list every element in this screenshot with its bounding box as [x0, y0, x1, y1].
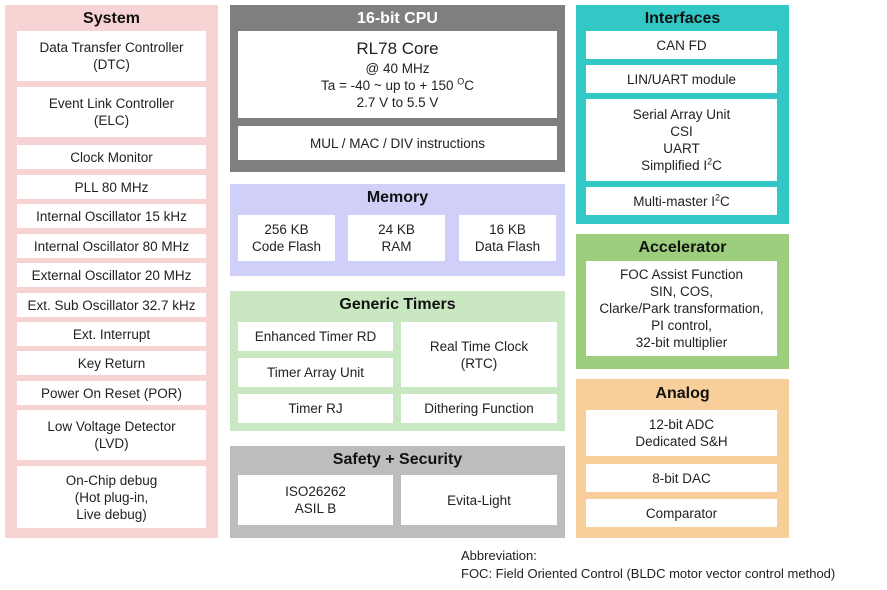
- abbreviation-heading: Abbreviation:: [461, 548, 537, 563]
- system-item: Ext. Interrupt: [17, 322, 206, 346]
- serial-array-unit-box: Serial Array Unit CSI UART Simplified I2…: [586, 99, 777, 181]
- system-item-line: Power On Reset (POR): [40, 385, 183, 401]
- sau-line3: UART: [663, 141, 700, 156]
- memory-panel: Memory 256 KB Code Flash 24 KB RAM 16 KB Data…: [230, 184, 565, 276]
- system-item: On-Chip debug (Hot plug-in, Live debug): [17, 466, 206, 528]
- memory-item-line: 24 KB: [378, 222, 415, 237]
- system-item: Key Return: [17, 351, 206, 375]
- lin-uart-box: LIN/UART module: [586, 65, 777, 93]
- accelerator-panel: Accelerator FOC Assist Function SIN, COS,…: [576, 234, 789, 369]
- accelerator-line: FOC Assist Function: [619, 267, 744, 282]
- accelerator-title: Accelerator: [638, 239, 727, 256]
- adc-box: 12-bit ADC Dedicated S&H: [586, 410, 777, 456]
- system-item-line: External Oscillator 20 MHz: [31, 267, 192, 283]
- system-item-line: Clock Monitor: [70, 149, 153, 165]
- timer-rj-box: Timer RJ: [238, 394, 393, 423]
- memory-item-line: Data Flash: [474, 239, 541, 254]
- system-item-line: Low Voltage Detector: [47, 419, 176, 434]
- rtc-box: Real Time Clock (RTC): [401, 322, 557, 387]
- dithering-function-box: Dithering Function: [401, 394, 557, 423]
- sau-line2: CSI: [670, 124, 693, 139]
- analog-title: Analog: [655, 385, 710, 402]
- system-item: Internal Oscillator 15 kHz: [17, 204, 206, 228]
- system-item-line: (DTC): [93, 57, 130, 72]
- system-item-line: Internal Oscillator 80 MHz: [33, 238, 190, 254]
- system-item-line: Live debug): [76, 506, 147, 522]
- system-item: Ext. Sub Oscillator 32.7 kHz: [17, 293, 206, 317]
- system-item-line: Ext. Sub Oscillator 32.7 kHz: [27, 297, 196, 313]
- core-voltage: 2.7 V to 5.5 V: [356, 95, 439, 110]
- timers-panel: Generic Timers Enhanced Timer RD Timer A…: [230, 291, 565, 431]
- accelerator-line: PI control,: [651, 318, 712, 333]
- comparator-box: Comparator: [586, 499, 777, 527]
- evita-light-box: Evita-Light: [401, 475, 557, 525]
- iso-line1: ISO26262: [285, 484, 346, 499]
- system-item: Clock Monitor: [17, 145, 206, 169]
- system-item-line: Key Return: [77, 355, 146, 371]
- abbreviation-text: FOC: Field Oriented Control (BLDC motor …: [461, 566, 836, 581]
- system-item-line: Internal Oscillator 15 kHz: [36, 208, 187, 224]
- memory-item: 16 KB Data Flash: [459, 215, 556, 261]
- system-item-line: On-Chip debug: [65, 472, 158, 488]
- accelerator-line: SIN, COS,: [649, 284, 713, 299]
- memory-item: 24 KB RAM: [348, 215, 445, 261]
- system-item: Low Voltage Detector (LVD): [17, 410, 206, 460]
- system-title: System: [83, 10, 140, 27]
- interfaces-title: Interfaces: [644, 10, 721, 27]
- system-item-line: (LVD): [94, 436, 129, 451]
- system-item-line: Event Link Controller: [48, 96, 175, 111]
- rl78-core-box: RL78 Core @ 40 MHz Ta = -40 ~ up to + 15…: [238, 31, 557, 118]
- enhanced-timer-rd-box: Enhanced Timer RD: [238, 322, 393, 351]
- adc-line1: 12-bit ADC: [648, 417, 715, 432]
- iso26262-box: ISO26262 ASIL B: [238, 475, 393, 525]
- cpu-title: 16-bit CPU: [357, 10, 438, 27]
- rtc-line1: Real Time Clock: [429, 338, 529, 354]
- interfaces-panel: Interfaces CAN FD LIN/UART module Serial…: [576, 5, 789, 224]
- multi-master-i2c-box: Multi-master I2C: [586, 187, 777, 215]
- timers-title: Generic Timers: [339, 296, 456, 313]
- core-frequency: @ 40 MHz: [365, 61, 430, 76]
- timer-array-unit-box: Timer Array Unit: [238, 358, 393, 387]
- system-item: Data Transfer Controller (DTC): [17, 31, 206, 81]
- memory-item-line: 256 KB: [264, 222, 309, 237]
- core-temperature: Ta = -40 ~ up to + 150 OC: [321, 76, 474, 93]
- system-item: Power On Reset (POR): [17, 381, 206, 405]
- accelerator-line: 32-bit multiplier: [635, 335, 728, 350]
- analog-panel: Analog 12-bit ADC Dedicated S&H 8-bit DA…: [576, 379, 789, 538]
- memory-item-line: Code Flash: [251, 239, 322, 254]
- system-item-line: Ext. Interrupt: [72, 326, 151, 342]
- system-item-line: (ELC): [93, 113, 130, 128]
- system-item-line: (Hot plug-in,: [74, 489, 149, 505]
- core-name: RL78 Core: [356, 39, 439, 58]
- sau-line1: Serial Array Unit: [632, 107, 731, 122]
- instructions-box: MUL / MAC / DIV instructions: [238, 126, 557, 160]
- system-item-line: Data Transfer Controller: [39, 40, 184, 55]
- memory-item-line: 16 KB: [489, 222, 526, 237]
- adc-line2: Dedicated S&H: [635, 434, 728, 449]
- memory-item-line: RAM: [381, 239, 412, 254]
- safety-panel: Safety + Security ISO26262 ASIL B Evita-…: [230, 446, 565, 538]
- system-item: Event Link Controller (ELC): [17, 87, 206, 137]
- system-panel: System Data Transfer Controller (DTC) Even…: [5, 5, 218, 538]
- iso-line2: ASIL B: [294, 501, 337, 516]
- system-item: External Oscillator 20 MHz: [17, 263, 206, 287]
- system-item: PLL 80 MHz: [17, 175, 206, 199]
- system-item-line: PLL 80 MHz: [74, 179, 149, 195]
- dac-box: 8-bit DAC: [586, 464, 777, 492]
- cpu-panel: 16-bit CPU RL78 Core @ 40 MHz Ta = -40 ~…: [230, 5, 565, 172]
- system-item: Internal Oscillator 80 MHz: [17, 234, 206, 258]
- can-fd-box: CAN FD: [586, 31, 777, 59]
- foc-assist-box: FOC Assist Function SIN, COS, Clarke/Park …: [586, 261, 777, 356]
- memory-title: Memory: [366, 189, 429, 206]
- memory-item: 256 KB Code Flash: [238, 215, 335, 261]
- accelerator-line: Clarke/Park transformation,: [599, 301, 764, 316]
- sau-line4: Simplified I2C: [641, 156, 722, 173]
- rtc-line2: (RTC): [460, 355, 498, 371]
- safety-title: Safety + Security: [332, 451, 463, 468]
